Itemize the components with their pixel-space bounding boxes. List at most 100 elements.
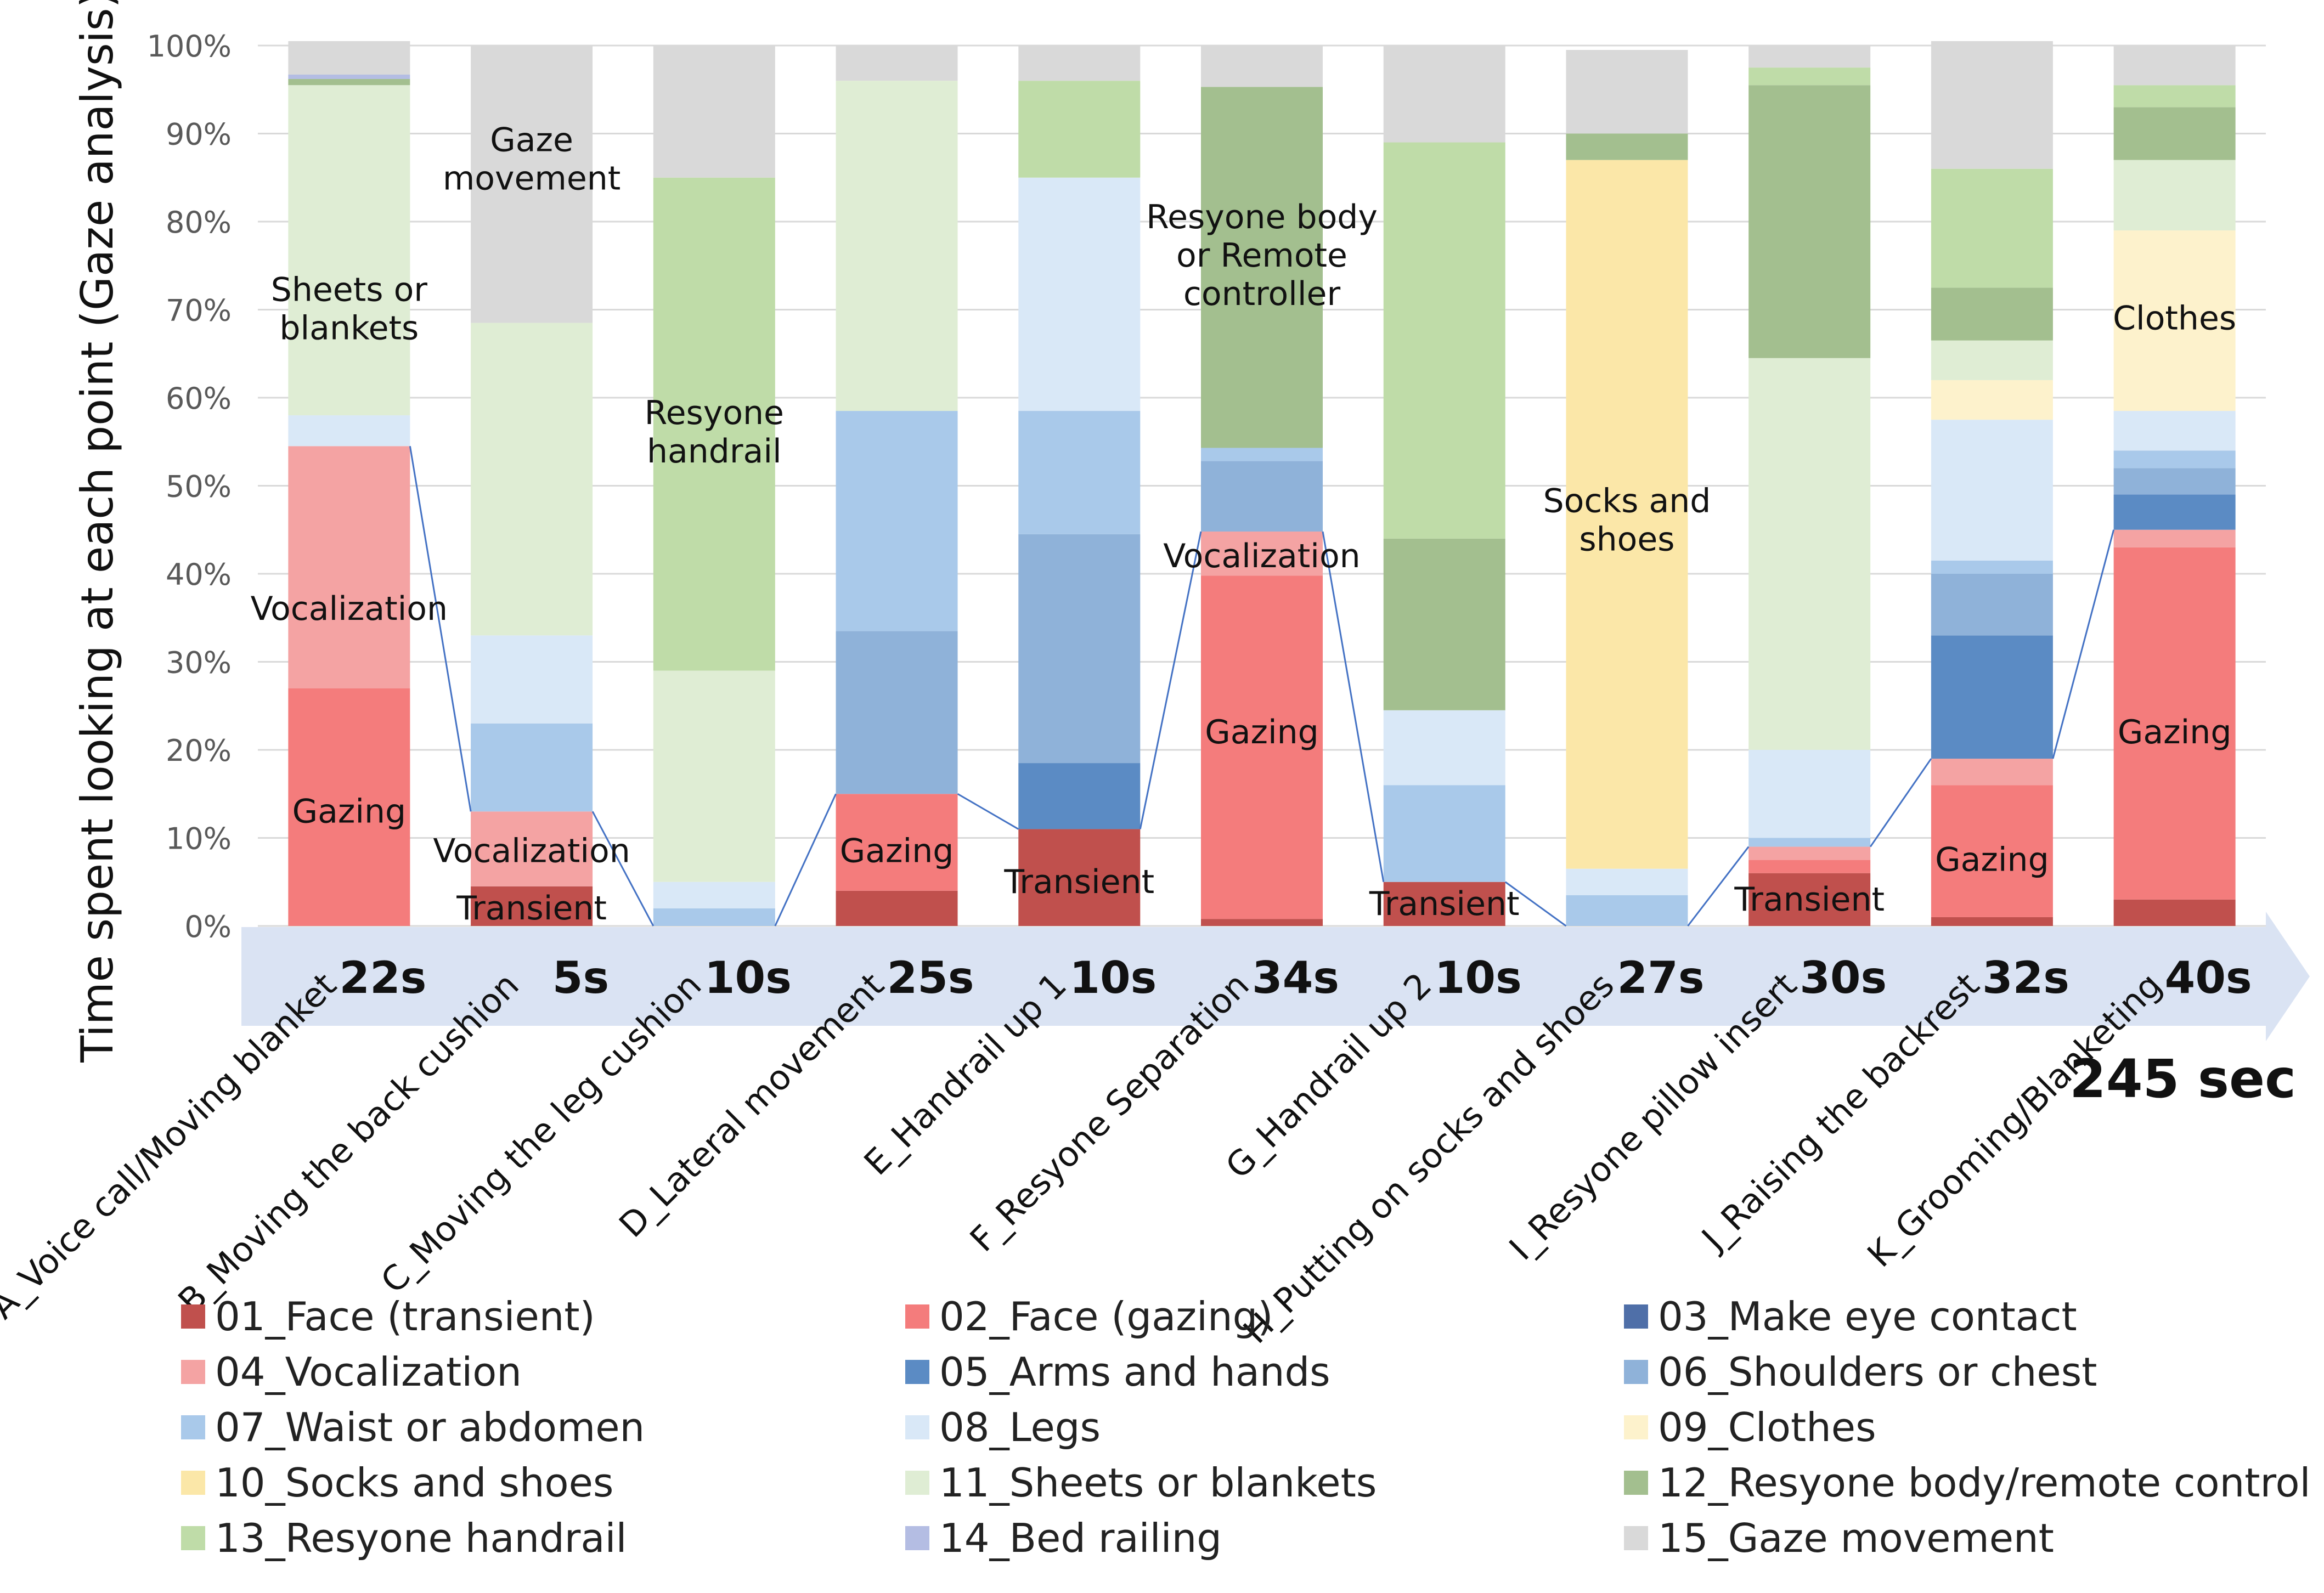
annotation-line: Transient	[1003, 863, 1154, 901]
annotation-line: Gazing	[1205, 713, 1319, 752]
timeline-arrow-shape	[241, 912, 2310, 1041]
bar-segment	[471, 46, 593, 323]
bar-segment	[1201, 448, 1323, 461]
y-tick-label: 20%	[166, 733, 232, 768]
bar-3	[836, 46, 958, 926]
legend-swatch	[1624, 1471, 1648, 1495]
total-time-label: 245 sec	[2069, 1048, 2296, 1110]
bar-segment	[1383, 538, 1505, 710]
annotation-line: shoes	[1579, 521, 1674, 559]
annotation: Vocalization	[251, 590, 448, 628]
bar-segment	[1383, 46, 1505, 143]
connector-line	[409, 446, 472, 812]
legend-swatch	[905, 1526, 929, 1550]
bar-9	[1931, 41, 2053, 926]
annotation-line: Gazing	[840, 832, 954, 871]
bar-segment	[471, 886, 593, 926]
legend-swatch	[181, 1526, 205, 1550]
y-tick-label: 70%	[166, 293, 232, 328]
bar-segment	[1566, 50, 1688, 134]
bar-segment	[1931, 287, 2053, 341]
bar-segment	[2113, 529, 2236, 547]
legend-label: 02_Face (gazing)	[939, 1293, 1273, 1340]
annotation-line: handrail	[647, 432, 782, 471]
annotation-line: Gazing	[2118, 713, 2232, 752]
legend-label: 05_Arms and hands	[939, 1349, 1330, 1395]
legend-swatch	[181, 1415, 205, 1439]
bar-segment	[2113, 160, 2236, 231]
bar-segment	[471, 723, 593, 812]
legend-label: 12_Resyone body/remote control	[1658, 1460, 2311, 1506]
legend-label: 04_Vocalization	[215, 1349, 522, 1395]
bar-segment	[1748, 46, 1871, 68]
bar-segment	[471, 323, 593, 636]
bar-10	[2113, 46, 2236, 926]
bar-segment	[1201, 919, 1323, 926]
legend-swatch	[1624, 1304, 1648, 1329]
legend-label: 10_Socks and shoes	[215, 1460, 614, 1506]
bar-segment	[471, 635, 593, 724]
legend-item: 15_Gaze movement	[1624, 1511, 2054, 1566]
bar-segment	[288, 78, 410, 86]
bar-segment	[653, 46, 775, 178]
legend-item: 14_Bed railing	[905, 1511, 1222, 1566]
legend-swatch	[1624, 1360, 1648, 1384]
bar-segment	[288, 85, 410, 416]
bar-segment	[1748, 838, 1871, 847]
connector-line	[774, 793, 837, 927]
timeline-arrow	[241, 912, 2310, 1041]
annotation-line: or Remote	[1176, 236, 1347, 275]
annotation-line: Vocalization	[1163, 537, 1360, 575]
bar-segment	[653, 177, 775, 671]
legend-label: 09_Clothes	[1658, 1404, 1876, 1450]
annotation-line: movement	[443, 160, 621, 198]
legend-item: 11_Sheets or blankets	[905, 1455, 1377, 1510]
bar-segment	[1748, 846, 1871, 860]
bar-7	[1566, 50, 1688, 926]
bar-segment	[1018, 411, 1141, 534]
connector-line	[957, 793, 1019, 830]
bar-segment	[2113, 230, 2236, 411]
bar-segment	[836, 46, 958, 81]
bar-segment	[1748, 358, 1871, 750]
bar-segment	[1931, 917, 2053, 926]
connector-line	[1869, 758, 1932, 848]
annotation: Socks and shoes	[1543, 482, 1711, 559]
annotation: Gazing	[292, 792, 407, 831]
annotation: Gazing	[840, 832, 954, 871]
y-tick-label: 50%	[166, 470, 232, 504]
bar-segment	[1566, 868, 1688, 895]
legend: 01_Face (transient) 02_Face (gazing) 03_Ma…	[181, 1289, 2321, 1574]
y-tick-label: 30%	[166, 646, 232, 680]
legend-swatch	[181, 1304, 205, 1329]
annotation-line: Resyone body	[1146, 198, 1378, 236]
bar-segment	[2113, 450, 2236, 468]
annotation: Transient	[1369, 885, 1520, 923]
bar-segment	[1201, 461, 1323, 532]
legend-item: 03_Make eye contact	[1624, 1289, 2077, 1344]
annotation-line: Resyone	[645, 394, 784, 432]
bar-2	[653, 46, 775, 926]
connector-line	[2052, 529, 2115, 759]
bar-segment	[2113, 899, 2236, 926]
annotation: Transient	[456, 889, 607, 928]
bar-5	[1201, 46, 1323, 926]
duration-label: 10s	[704, 952, 792, 1003]
bar-segment	[288, 446, 410, 688]
bar-segment	[836, 794, 958, 891]
annotation: Clothes	[2113, 300, 2236, 338]
duration-label: 10s	[1069, 952, 1157, 1003]
annotation-line: Gaze	[490, 121, 573, 160]
connector-line	[1322, 531, 1385, 883]
bar-segment	[653, 670, 775, 882]
legend-item: 02_Face (gazing)	[905, 1289, 1273, 1344]
annotation: Transient	[1003, 863, 1154, 901]
bar-segment	[1566, 895, 1688, 926]
bar-segment	[1931, 635, 2053, 759]
duration-label: 27s	[1617, 952, 1705, 1003]
legend-swatch	[1624, 1415, 1648, 1439]
bar-6	[1383, 46, 1505, 926]
bar-segment	[836, 890, 958, 926]
legend-swatch	[905, 1360, 929, 1384]
